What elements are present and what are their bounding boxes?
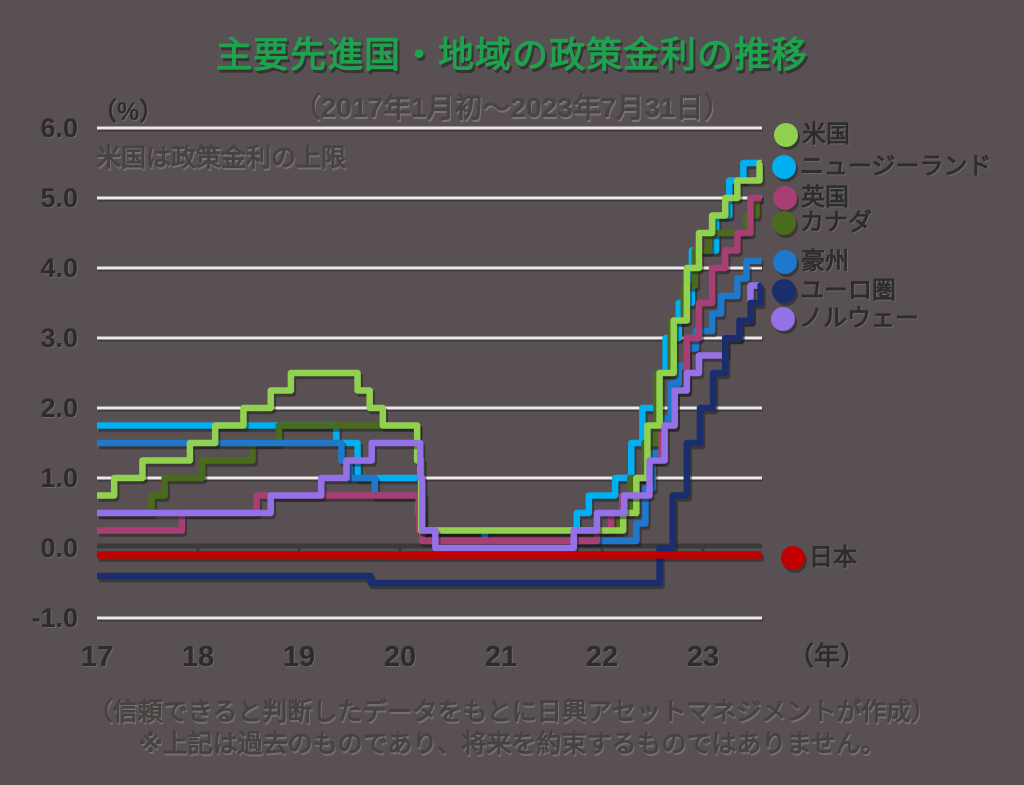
legend-dot-euro [772,279,796,303]
legend-dot-us [774,123,798,147]
legend-label-canada: カナダ [800,209,872,236]
y-axis-unit-label: （%） [92,98,165,126]
legend-dot-canada [772,211,796,235]
us-upper-bound-note: 米国は政策金利の上限 [96,144,347,172]
disclaimer-note: ※上記は過去のものであり、将来を約束するものではありません。 [138,730,886,758]
y-tick-4: 4.0 [40,253,78,283]
x-tick-18: 18 [181,641,215,673]
chart-subtitle: （2017年1月初～2023年7月31日） [292,92,732,123]
legend-label-us: 米国 [802,121,850,148]
legend-dot-uk [773,186,797,210]
x-tick-20: 20 [383,641,417,673]
y-tick-6: 6.0 [40,113,78,143]
line-norway [97,282,762,552]
x-tick-21: 21 [484,641,518,673]
y-tick--1: -1.0 [31,603,78,633]
y-tick-1: 1.0 [40,463,78,493]
x-tick-17: 17 [80,641,114,673]
line-euro [97,282,764,587]
legend-label-nz: ニュージーランド [800,153,992,180]
y-tick-0: 0.0 [40,533,78,563]
x-tick-23: 23 [686,641,720,673]
legend-label-euro: ユーロ圏 [800,277,896,304]
y-tick-5: 5.0 [40,183,78,213]
legend-label-norway: ノルウェー [799,305,919,332]
line-uk [97,194,762,545]
legend-dot-norway [771,307,795,331]
source-note: （信頼できると判断したデータをもとに日興アセットマネジメントが作成） [87,698,937,726]
x-axis-unit-label: （年） [788,641,867,671]
gridlines [97,126,762,620]
x-tick-19: 19 [282,641,316,673]
legend-label-uk: 英国 [801,184,849,211]
line-canada [97,194,762,534]
x-tick-22: 22 [585,641,619,673]
y-tick-2: 2.0 [40,393,78,423]
y-tick-3: 3.0 [40,323,78,353]
legend-dot-nz [772,155,796,179]
chart-title: 主要先進国・地域の政策金利の推移 [215,34,808,75]
legend-label-japan: 日本 [809,544,857,571]
legend-dot-australia [773,250,797,274]
legend-label-australia: 豪州 [801,248,849,275]
legend-dot-japan [781,546,805,570]
